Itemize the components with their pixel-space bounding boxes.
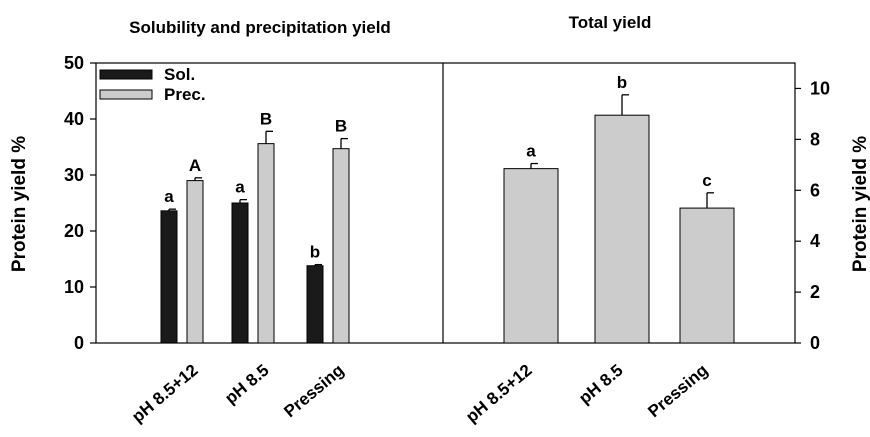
right-y-tick-label: 10 <box>810 78 830 98</box>
right-y-tick-label: 0 <box>810 333 820 353</box>
significance-label: B <box>335 117 347 136</box>
bar-total <box>679 207 735 344</box>
legend-swatch-sol <box>99 69 153 80</box>
bar-sol <box>306 265 324 344</box>
x-category-label: pH 8.5+12 <box>128 361 201 427</box>
legend-label-sol: Sol. <box>164 65 195 84</box>
x-category-label: pH 8.5 <box>221 361 272 408</box>
significance-label: b <box>617 73 627 92</box>
left-y-tick-label: 50 <box>64 53 84 73</box>
left-y-tick-label: 0 <box>74 333 84 353</box>
bar-total <box>503 168 559 344</box>
significance-label: a <box>164 187 174 206</box>
right-y-tick-label: 4 <box>810 231 820 251</box>
legend-swatch-prec <box>99 89 153 100</box>
bar-prec <box>186 180 204 344</box>
x-category-label: Pressing <box>644 361 711 422</box>
significance-label: c <box>702 171 711 190</box>
right-chart-title: Total yield <box>569 13 652 32</box>
bar-prec <box>332 148 350 344</box>
plot-frame <box>95 62 796 344</box>
significance-label: B <box>260 109 272 128</box>
bar-total <box>594 114 650 344</box>
significance-label: A <box>189 156 201 175</box>
legend-label-prec: Prec. <box>164 85 206 104</box>
left-y-tick-label: 40 <box>64 109 84 129</box>
bar-sol <box>160 210 178 344</box>
left-y-tick-label: 30 <box>64 165 84 185</box>
left-y-tick-label: 10 <box>64 277 84 297</box>
bar-sol <box>231 202 249 344</box>
x-category-label: pH 8.5+12 <box>462 361 535 427</box>
right-y-tick-label: 2 <box>810 282 820 302</box>
significance-label: b <box>310 243 320 262</box>
significance-label: a <box>526 142 536 161</box>
significance-label: a <box>235 178 245 197</box>
left-y-axis-label: Protein yield % <box>9 136 30 272</box>
right-y-axis-label: Protein yield % <box>850 136 870 272</box>
x-category-label: Pressing <box>280 361 347 422</box>
legend: Sol.Prec. <box>99 65 206 104</box>
right-y-tick-label: 8 <box>810 129 820 149</box>
left-y-tick-label: 20 <box>64 221 84 241</box>
left-chart-title: Solubility and precipitation yield <box>129 18 391 37</box>
right-y-tick-label: 6 <box>810 180 820 200</box>
bar-prec <box>257 143 275 344</box>
x-category-label: pH 8.5 <box>575 361 626 408</box>
